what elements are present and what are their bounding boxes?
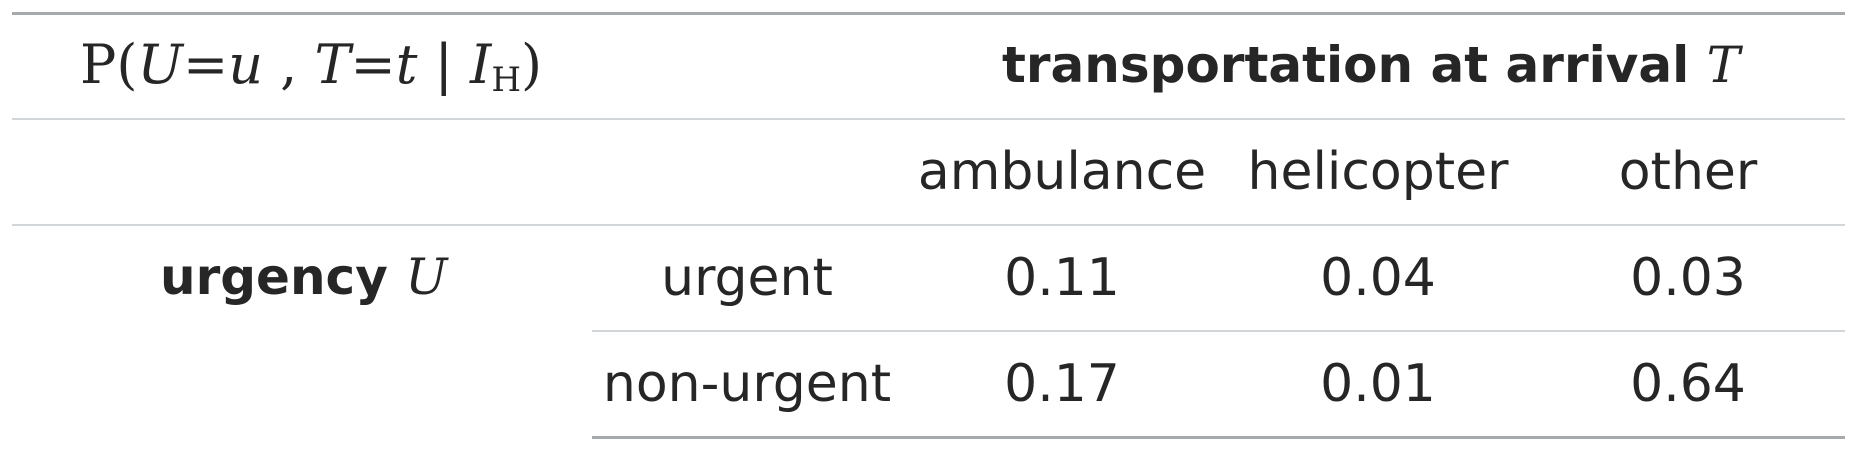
formula-comma: , [262,33,315,96]
formula-equals-2: = [350,33,396,96]
column-group-label: transportation at arrival [1002,36,1690,94]
row-group-symbol: U [405,248,448,306]
table-top-rule [12,12,1845,15]
formula-val-t: t [395,33,418,96]
header-divider [12,118,1845,120]
cell-non-urgent-other: 0.64 [1630,354,1746,414]
formula-var-t: T [314,33,351,96]
row-divider [592,330,1845,332]
cell-non-urgent-ambulance: 0.17 [1004,354,1120,414]
cell-urgent-helicopter: 0.04 [1320,248,1436,308]
column-header-divider [12,224,1845,226]
cell-non-urgent-helicopter: 0.01 [1320,354,1436,414]
column-header-other: other [1618,142,1758,202]
probability-formula: P(U=u , T=t | IH) [80,38,542,100]
column-group-header: transportation at arrival T [1002,40,1740,90]
formula-p: P [80,33,117,96]
formula-close-paren: ) [520,33,543,96]
formula-given-bar: | [417,33,470,96]
formula-val-u: u [228,33,263,96]
table-bottom-rule [592,436,1845,439]
formula-open-paren: ( [116,33,138,96]
column-group-symbol: T [1706,36,1740,94]
row-group-header: urgency U [160,252,447,302]
row-label-urgent: urgent [661,248,833,308]
cell-urgent-other: 0.03 [1630,248,1746,308]
row-group-label: urgency [160,248,388,306]
column-header-ambulance: ambulance [917,142,1207,202]
cell-urgent-ambulance: 0.11 [1004,248,1120,308]
formula-condition: I [469,33,492,96]
formula-condition-subscript: H [491,60,521,100]
row-label-non-urgent: non-urgent [602,354,892,414]
formula-var-u: U [137,33,183,96]
formula-equals-1: = [182,33,229,96]
column-header-helicopter: helicopter [1247,142,1509,202]
